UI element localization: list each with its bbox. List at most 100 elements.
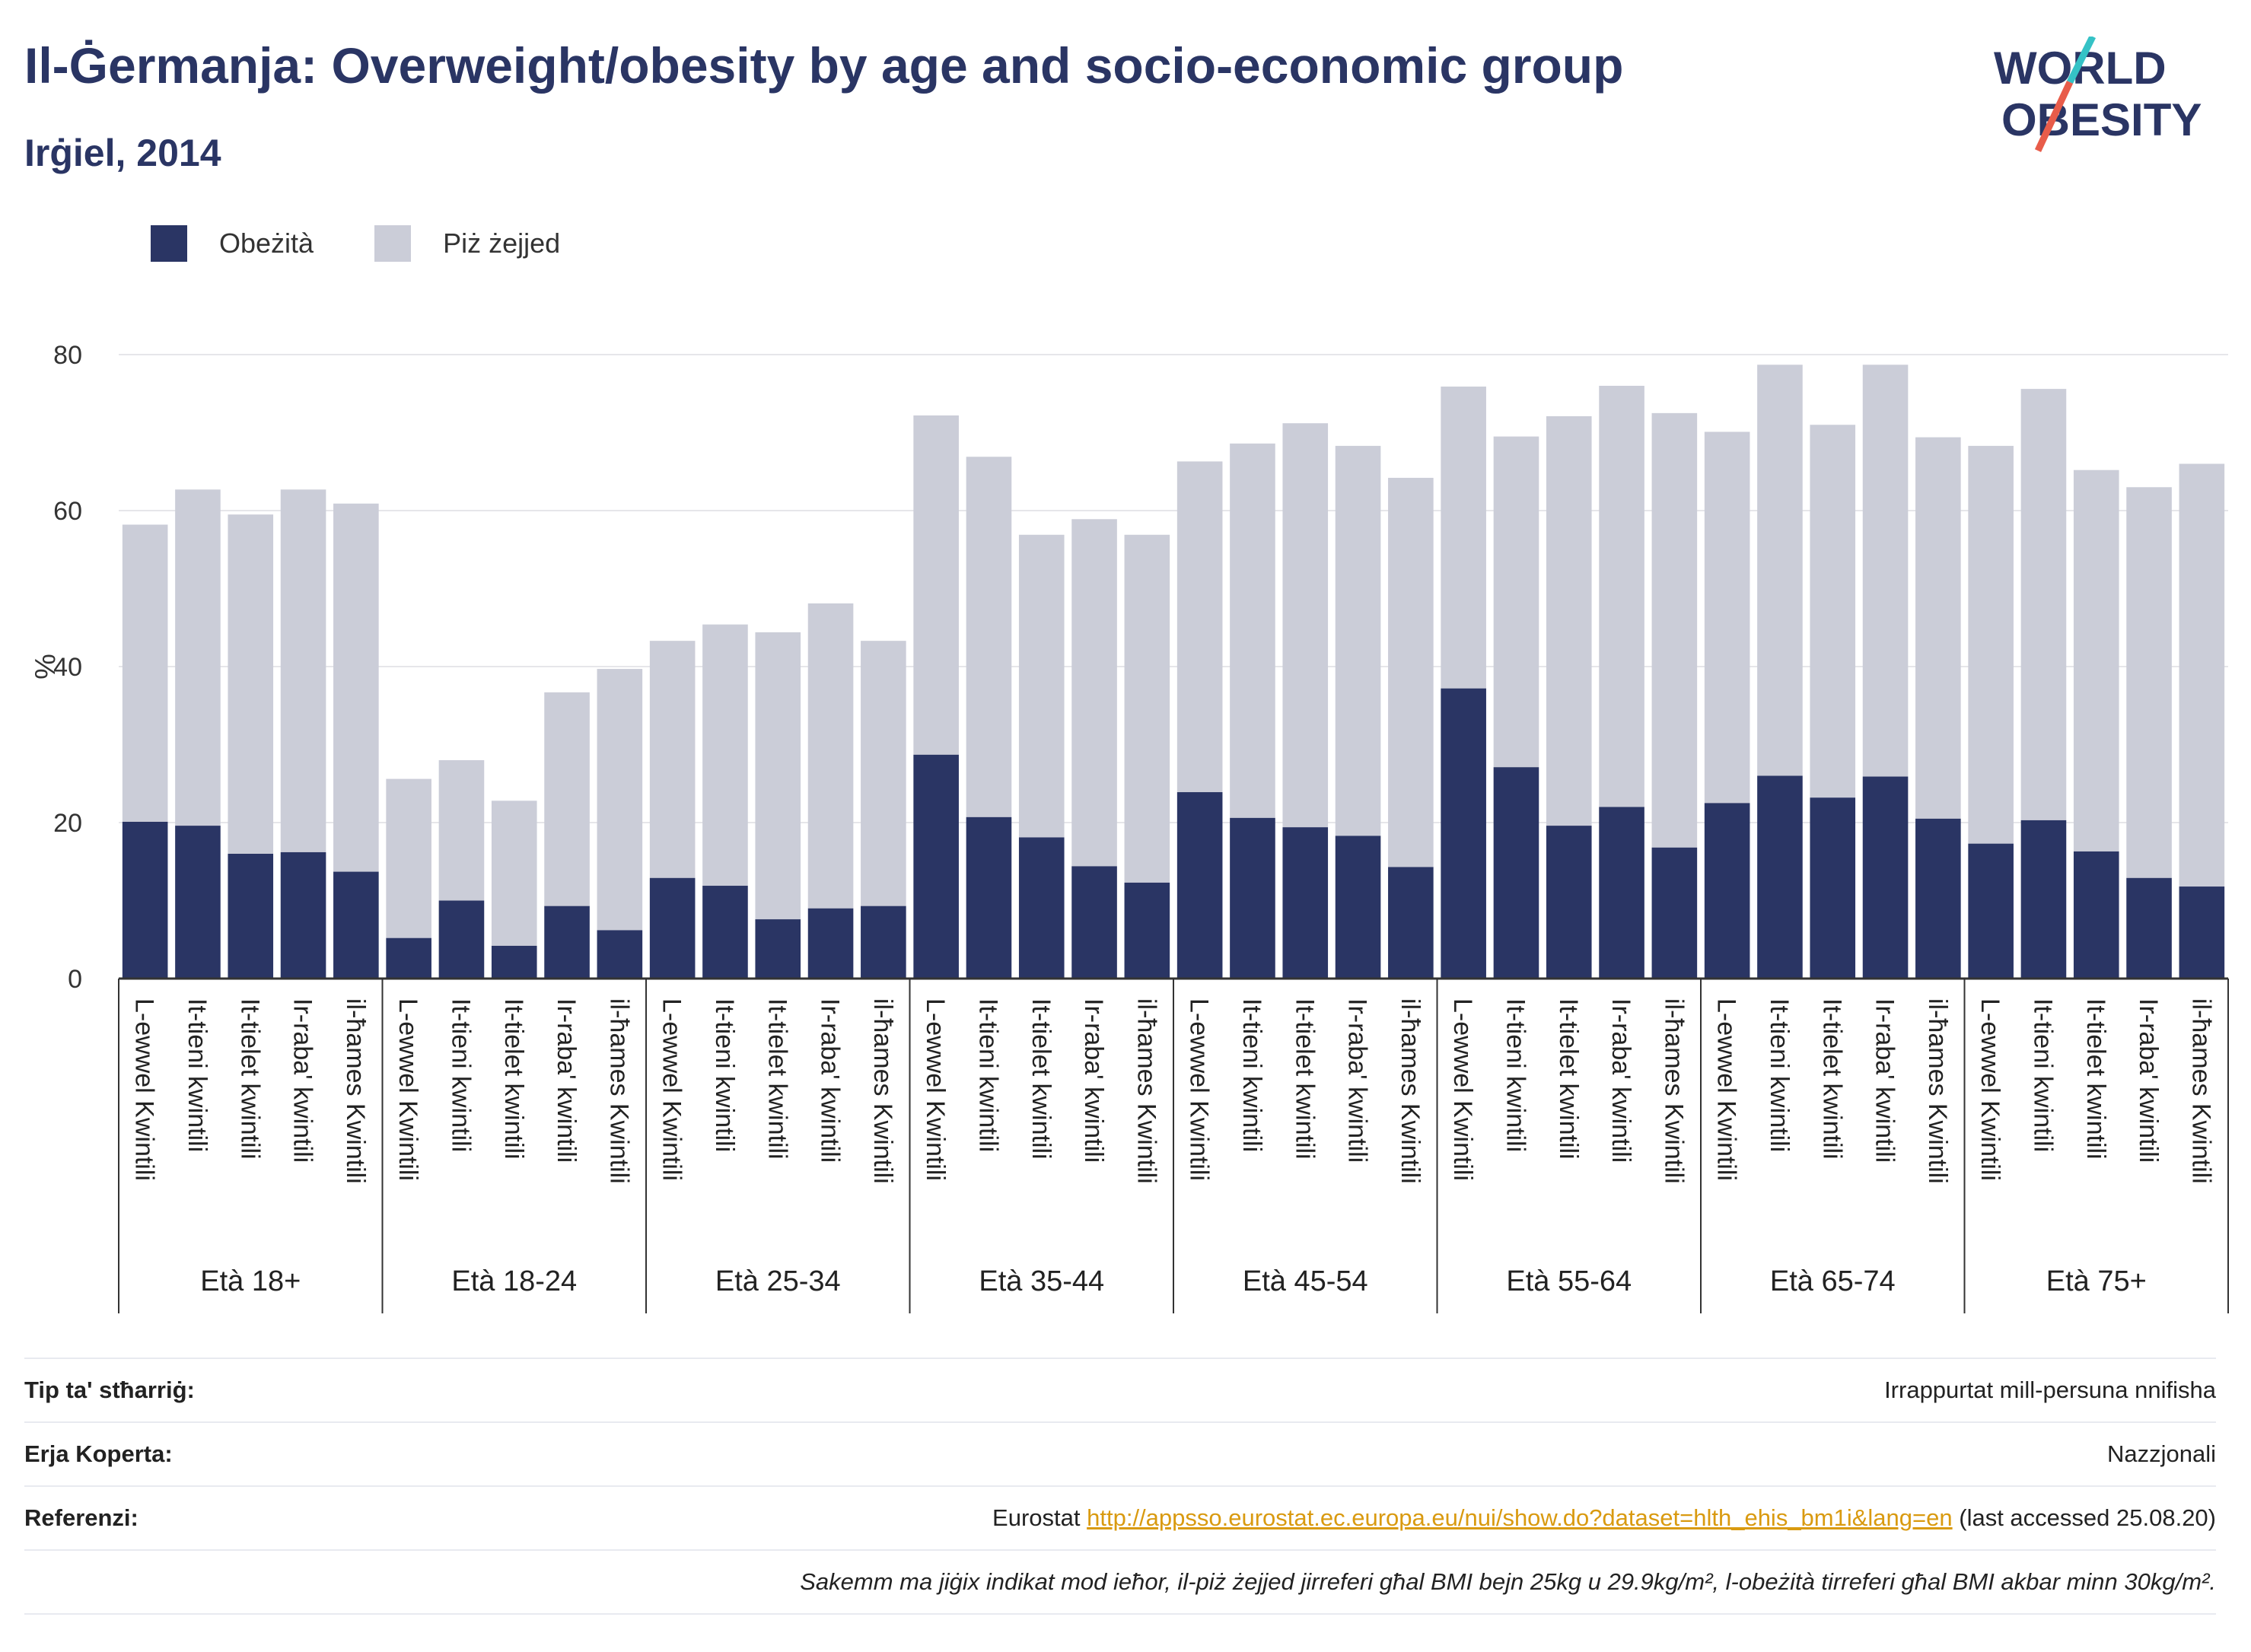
x-tick-label: il-ħames Kwintili	[2186, 998, 2215, 1184]
bar-obese	[438, 900, 485, 979]
x-tick-label: L-ewwel Kwintili	[1712, 998, 1741, 1181]
x-tick-label: It-tieni kwintili	[446, 998, 475, 1152]
bar-overweight	[1388, 477, 1434, 867]
bar-obese	[1441, 688, 1486, 979]
x-tick-label: It-tielet kwintili	[1817, 998, 1846, 1160]
bar-obese	[1968, 843, 2014, 979]
x-tick-label: It-tielet kwintili	[1290, 998, 1319, 1160]
page-title: Il-Ġermanja: Overweight/obesity by age a…	[24, 37, 1624, 94]
group-label: Età 18-24	[451, 1265, 577, 1297]
bar-obese	[861, 906, 906, 979]
footer-label-survey: Tip ta' stħarriġ:	[24, 1377, 195, 1403]
bar-overweight	[1757, 364, 1803, 776]
bar-obese	[807, 908, 854, 979]
bar-overweight	[333, 503, 379, 872]
bar-overweight	[228, 514, 274, 854]
x-tick-label: It-tieni kwintili	[1765, 998, 1794, 1152]
bar-obese	[1599, 807, 1644, 979]
x-tick-label: Ir-raba' kwintili	[1343, 998, 1372, 1163]
bar-obese	[1862, 776, 1909, 979]
bar-obese	[913, 754, 959, 979]
group-label: Età 65-74	[1770, 1265, 1896, 1297]
logo-slash-teal	[2066, 34, 2097, 84]
bar-obese	[1124, 882, 1170, 979]
bar-overweight	[2126, 487, 2172, 878]
bar-overweight	[1018, 534, 1065, 838]
x-tick-label: il-ħames Kwintili	[1923, 998, 1952, 1184]
bar-obese	[122, 821, 168, 979]
bar-overweight	[438, 760, 485, 901]
bar-overweight	[755, 632, 801, 920]
bar-overweight	[913, 415, 959, 755]
y-tick-label: 40	[53, 653, 82, 682]
footer-note: Sakemm ma jiġix indikat mod ieħor, il-pi…	[800, 1568, 2216, 1595]
footer-table: Tip ta' stħarriġ: Irrappurtat mill-persu…	[24, 1358, 2216, 1615]
bar-obese	[280, 851, 326, 979]
footer-row-survey: Tip ta' stħarriġ: Irrappurtat mill-persu…	[24, 1358, 2216, 1421]
x-tick-label: It-tieni kwintili	[1237, 998, 1266, 1152]
x-tick-label: Ir-raba' kwintili	[1079, 998, 1108, 1163]
footer-row-references: Referenzi: Eurostat http://appsso.eurost…	[24, 1485, 2216, 1549]
bar-obese	[1018, 837, 1065, 979]
reference-link[interactable]: http://appsso.eurostat.ec.europa.eu/nui/…	[1087, 1504, 1953, 1531]
bar-obese	[1230, 817, 1275, 979]
bar-overweight	[2179, 463, 2225, 887]
group-label: Età 35-44	[979, 1265, 1104, 1297]
bar-obese	[966, 816, 1012, 979]
bar-obese	[2020, 820, 2067, 979]
bar-obese	[1704, 803, 1750, 979]
x-tick-label: Ir-raba' kwintili	[552, 998, 581, 1163]
footer-row-note: Sakemm ma jiġix indikat mod ieħor, il-pi…	[24, 1549, 2216, 1615]
x-tick-label: L-ewwel Kwintili	[921, 998, 950, 1181]
group-label: Età 55-64	[1506, 1265, 1632, 1297]
bar-overweight	[649, 641, 696, 878]
bar-overweight	[386, 778, 431, 938]
bar-overweight	[1124, 534, 1170, 883]
bar-obese	[175, 826, 221, 979]
stacked-bar-chart: 0 20 40 60 80% L-ewwel Kwintili It-tieni kwint…	[30, 341, 2229, 1313]
bar-obese	[649, 877, 696, 979]
bar-obese	[386, 937, 431, 979]
x-tick-label: It-tielet kwintili	[1027, 998, 1055, 1160]
reference-accessed: (last accessed 25.08.20)	[1959, 1504, 2216, 1531]
x-tick-label: It-tielet kwintili	[499, 998, 528, 1160]
bar-overweight	[122, 524, 168, 822]
x-tick-label: il-ħames Kwintili	[868, 998, 897, 1184]
legend-swatch-overweight	[374, 225, 412, 262]
footer-label-references: Referenzi:	[24, 1504, 138, 1531]
footer-value-area: Nazzjonali	[2106, 1440, 2216, 1467]
bar-obese	[2126, 877, 2172, 979]
bar-overweight	[1651, 412, 1698, 848]
legend-item-overweight[interactable]: Piż żejjed	[359, 225, 560, 262]
bar-overweight	[280, 489, 326, 852]
bar-obese	[1651, 847, 1698, 979]
bar-obese	[1546, 826, 1592, 979]
bar-overweight	[2073, 469, 2119, 851]
bar-obese	[2073, 851, 2119, 979]
bar-overweight	[491, 801, 537, 946]
x-tick-label: L-ewwel Kwintili	[130, 998, 159, 1181]
x-tick-label: L-ewwel Kwintili	[657, 998, 686, 1181]
x-tick-label: il-ħames Kwintili	[341, 998, 370, 1184]
bar-overweight	[966, 457, 1012, 817]
y-tick-label: 0	[68, 965, 82, 994]
bar-overweight	[1704, 431, 1750, 804]
bar-overweight	[1810, 425, 1856, 798]
logo-line-2: OBESITY	[2001, 94, 2202, 145]
bar-obese	[2179, 886, 2225, 979]
bar-overweight	[1441, 387, 1486, 689]
x-tick-label: It-tieni kwintili	[973, 998, 1002, 1152]
bar-overweight	[175, 489, 221, 826]
bar-obese	[702, 886, 748, 979]
group-label: Età 25-34	[715, 1265, 841, 1297]
world-obesity-logo: WORLD OBESITY	[1979, 34, 2230, 158]
group-label: Età 45-54	[1243, 1265, 1368, 1297]
legend-item-obese[interactable]: Obeżità	[151, 225, 314, 262]
bar-overweight	[597, 669, 643, 931]
bar-overweight	[861, 641, 906, 906]
chart-legend: Obeżità Piż żejjed	[151, 225, 606, 262]
bar-obese	[1071, 866, 1117, 979]
bar-obese	[1282, 827, 1329, 979]
x-tick-label: It-tielet kwintili	[763, 998, 791, 1160]
bar-overweight	[1282, 423, 1329, 828]
